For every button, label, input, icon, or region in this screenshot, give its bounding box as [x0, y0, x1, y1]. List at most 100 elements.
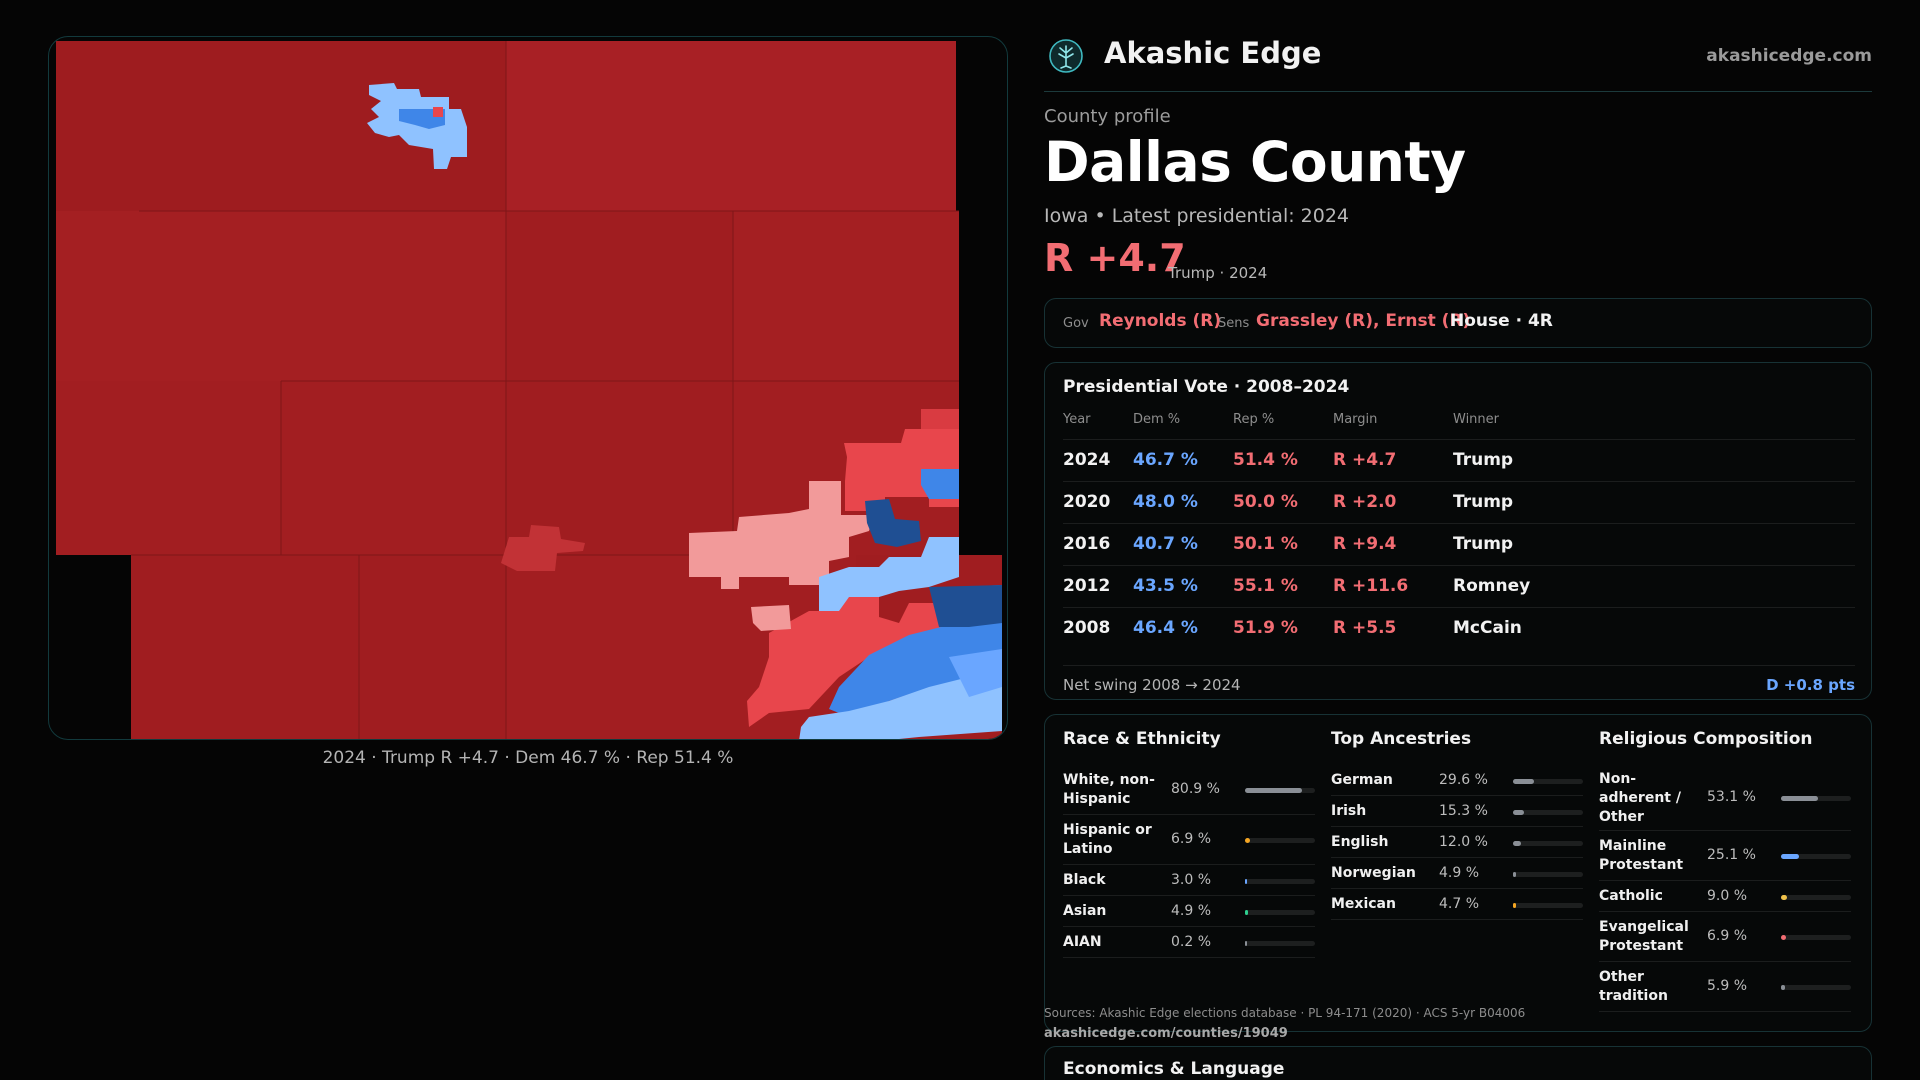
demo-bar-fill [1245, 940, 1247, 946]
demographics-card: Race & Ethnicity White, non-Hispanic 80.9… [1044, 714, 1872, 1032]
demo-item-name: Non-adherent / Other [1599, 770, 1681, 825]
row-winner: Trump [1453, 450, 1514, 470]
county-profile-panel: Akashic Edge akashicedge.com County prof… [1044, 0, 1872, 1080]
precinct-map-canvas[interactable] [49, 37, 1008, 740]
precinct-se-pale-red[interactable] [689, 481, 873, 589]
demo-bar-fill [1781, 935, 1786, 940]
demo-item-pct: 6.9 % [1171, 831, 1212, 847]
col-dem-header: Dem % [1133, 412, 1181, 427]
demo-bar-fill [1781, 985, 1786, 990]
demo-bar-fill [1781, 796, 1819, 801]
demo-item-name: AIAN [1063, 934, 1102, 950]
row-margin: R +2.0 [1333, 492, 1397, 512]
demo-item-pct: 4.9 % [1171, 902, 1212, 919]
list-item: Catholic 9.0 % [1599, 881, 1851, 912]
row-winner: Trump [1453, 492, 1514, 512]
demo-item-pct: 80.9 % [1171, 781, 1220, 797]
demo-bar-track [1781, 796, 1851, 801]
presidential-title: Presidential Vote · 2008–2024 [1063, 377, 1350, 397]
demo-item-pct: 15.3 % [1439, 802, 1488, 819]
list-item: Mexican 4.7 % [1331, 889, 1583, 920]
brand-bar: Akashic Edge akashicedge.com [1044, 34, 1872, 92]
row-year: 2008 [1063, 618, 1111, 638]
demo-bar-track [1513, 902, 1583, 908]
brand-name: Akashic Edge [1104, 36, 1322, 70]
demo-item-name: Mexican [1331, 896, 1396, 912]
demo-item-name: Other tradition [1599, 969, 1668, 1004]
row-rep: 51.4 % [1233, 450, 1298, 470]
row-dem: 43.5 % [1133, 576, 1198, 596]
precinct-city-blue-pale[interactable] [799, 673, 1002, 740]
row-year: 2016 [1063, 534, 1111, 554]
demo-item-pct: 4.9 % [1439, 864, 1480, 881]
gov-label: Gov [1063, 316, 1089, 331]
demo-item-pct: 53.1 % [1707, 789, 1756, 805]
brand-url-link[interactable]: akashicedge.com [1706, 46, 1872, 66]
list-item: German 29.6 % [1331, 765, 1583, 796]
precinct-se-blue-dark[interactable] [865, 499, 921, 547]
list-item: Black 3.0 % [1063, 865, 1315, 896]
demo-item-name: Catholic [1599, 888, 1663, 904]
list-item: AIAN 0.2 % [1063, 927, 1315, 958]
row-dem: 40.7 % [1133, 534, 1198, 554]
demo-bar-track [1245, 788, 1315, 793]
row-year: 2012 [1063, 576, 1111, 596]
demo-bar-track [1513, 778, 1583, 784]
table-row: 2020 48.0 % 50.0 % R +2.0 Trump [1063, 481, 1855, 523]
demo-bar-track [1781, 894, 1851, 900]
list-item: Norwegian 4.9 % [1331, 858, 1583, 889]
row-winner: McCain [1453, 618, 1522, 638]
race-title: Race & Ethnicity [1063, 729, 1221, 749]
precinct-city-blue-dark[interactable] [929, 585, 1002, 627]
demo-bar-track [1781, 935, 1851, 940]
precinct-se-red-small[interactable] [751, 605, 791, 631]
row-rep: 51.9 % [1233, 618, 1298, 638]
col-margin-header: Margin [1333, 412, 1378, 427]
religion-title: Religious Composition [1599, 729, 1813, 749]
margin-headline: R +4.7 [1044, 236, 1186, 280]
precinct-east-mid[interactable] [733, 211, 959, 381]
demo-bar-track [1513, 809, 1583, 815]
demo-bar-track [1513, 840, 1583, 846]
demo-item-pct: 9.0 % [1707, 887, 1748, 904]
row-margin: R +11.6 [1333, 576, 1409, 596]
demo-bar-track [1245, 878, 1315, 884]
table-row: 2008 46.4 % 51.9 % R +5.5 McCain [1063, 607, 1855, 649]
list-item: Irish 15.3 % [1331, 796, 1583, 827]
profile-label: County profile [1044, 106, 1171, 127]
col-rep-header: Rep % [1233, 412, 1275, 427]
precinct-west-mid[interactable] [56, 211, 506, 381]
demo-item-name: Asian [1063, 903, 1107, 919]
demo-bar-track [1245, 940, 1315, 946]
list-item: Mainline Protestant 25.1 % [1599, 831, 1851, 881]
demo-item-pct: 12.0 % [1439, 833, 1488, 850]
demo-item-name: White, non-Hispanic [1063, 772, 1155, 807]
demo-bar-track [1781, 985, 1851, 990]
net-swing-row: Net swing 2008 → 2024 D +0.8 pts [1063, 665, 1855, 694]
demo-bar-fill [1245, 838, 1250, 843]
list-item: Asian 4.9 % [1063, 896, 1315, 927]
row-margin: R +9.4 [1333, 534, 1397, 554]
sources-link[interactable]: akashicedge.com/counties/19049 [1044, 1026, 1288, 1041]
list-item: Evangelical Protestant 6.9 % [1599, 912, 1851, 962]
precinct-north-town-pale[interactable] [367, 83, 467, 169]
row-winner: Romney [1453, 576, 1531, 596]
precinct-center-mid[interactable] [506, 211, 733, 381]
precinct-se-red-b[interactable] [899, 409, 959, 429]
precinct-north-town-red[interactable] [433, 107, 443, 117]
precinct-boundaries [131, 41, 959, 739]
list-item: English 12.0 % [1331, 827, 1583, 858]
precinct-city-blue-pale-2[interactable] [949, 649, 1002, 697]
row-margin: R +5.5 [1333, 618, 1397, 638]
list-item: Hispanic or Latino 6.9 % [1063, 815, 1315, 865]
demo-item-name: Evangelical Protestant [1599, 919, 1689, 954]
precinct-map[interactable] [48, 36, 1008, 740]
precinct-se-blue-pale[interactable] [819, 537, 959, 627]
demo-item-pct: 5.9 % [1707, 978, 1748, 994]
precinct-ne[interactable] [506, 41, 956, 211]
precinct-se-blue-mid[interactable] [921, 469, 959, 499]
precinct-west-pocket[interactable] [501, 525, 585, 571]
map-caption: 2024 · Trump R +4.7 · Dem 46.7 % · Rep 5… [322, 748, 734, 768]
precinct-se-red-lower[interactable] [747, 597, 949, 727]
precinct-south-west[interactable] [131, 555, 506, 740]
